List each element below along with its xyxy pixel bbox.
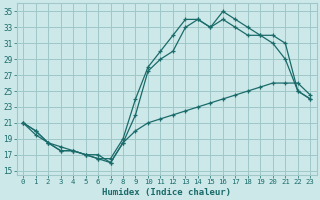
X-axis label: Humidex (Indice chaleur): Humidex (Indice chaleur) [102,188,231,197]
